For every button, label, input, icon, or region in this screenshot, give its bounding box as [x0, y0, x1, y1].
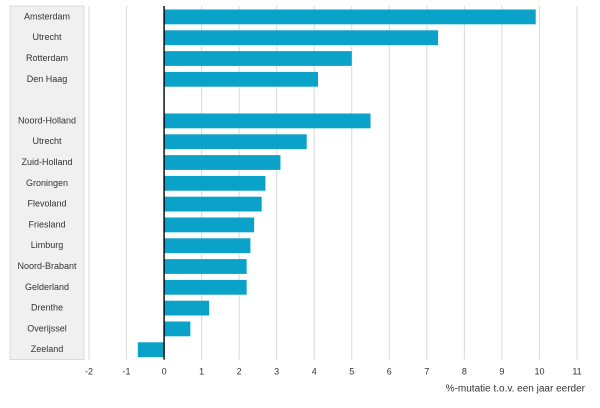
- x-axis-label: %-mutatie t.o.v. een jaar eerder: [446, 384, 586, 395]
- category-label: Den Haag: [27, 74, 68, 84]
- category-label: Groningen: [26, 178, 68, 188]
- category-label: Amsterdam: [24, 11, 70, 21]
- bar: [164, 51, 352, 66]
- category-label: Overijssel: [27, 323, 67, 333]
- category-label: Zeeland: [31, 344, 64, 354]
- bar: [164, 113, 371, 129]
- category-label: Zuid-Holland: [21, 157, 72, 167]
- bar: [164, 279, 247, 295]
- x-tick-label: 6: [387, 367, 392, 377]
- x-tick-label: 7: [424, 367, 429, 377]
- category-label: Utrecht: [32, 32, 62, 42]
- bar: [164, 238, 251, 254]
- category-label: Gelderland: [25, 282, 69, 292]
- category-label: Utrecht: [32, 136, 62, 146]
- x-tick-label: 5: [349, 367, 354, 377]
- bar: [164, 175, 266, 191]
- bars: [137, 9, 536, 358]
- gridlines: [88, 6, 578, 360]
- x-tick-labels: -2 -1 0 1 2 3 4 5 6 7 8 9 10 11: [85, 367, 582, 377]
- category-label: Limburg: [31, 240, 64, 250]
- category-label: Noord-Brabant: [17, 261, 77, 271]
- x-tick-label: 11: [572, 367, 581, 377]
- category-label: Flevoland: [27, 199, 66, 209]
- label-panel-background: [9, 5, 85, 360]
- bar: [164, 321, 191, 337]
- category-label: Rotterdam: [26, 53, 68, 63]
- bar: [164, 217, 255, 233]
- bar: [164, 300, 210, 316]
- x-tick-label: 1: [199, 367, 204, 377]
- bar: [137, 342, 165, 358]
- bar: [164, 134, 307, 150]
- bar: [164, 30, 439, 46]
- x-tick-label: 9: [499, 367, 504, 377]
- bar: [164, 71, 318, 87]
- x-tick-label: 10: [534, 367, 544, 377]
- category-label-panel: [9, 5, 85, 360]
- x-tick-label: 0: [162, 367, 167, 377]
- bar: [164, 9, 536, 25]
- x-tick-label: 4: [312, 367, 317, 377]
- x-tick-label: -1: [123, 367, 131, 377]
- category-labels: Amsterdam Utrecht Rotterdam Den Haag Noord-H…: [17, 11, 77, 354]
- bar: [164, 196, 262, 212]
- category-label: Drenthe: [31, 303, 63, 313]
- x-tick-label: 8: [462, 367, 467, 377]
- x-tick-label: 2: [237, 367, 242, 377]
- bar: [164, 155, 281, 170]
- x-tick-label: 3: [274, 367, 279, 377]
- category-label: Friesland: [28, 219, 65, 229]
- x-tick-label: -2: [85, 367, 93, 377]
- category-label: Noord-Holland: [18, 115, 76, 125]
- bar: [164, 259, 247, 274]
